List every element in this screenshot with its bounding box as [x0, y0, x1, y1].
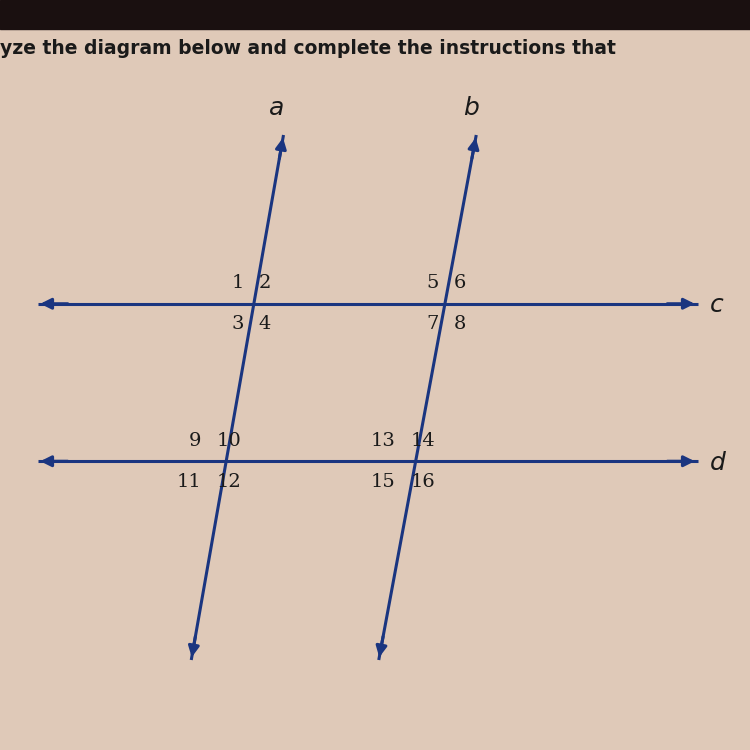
Text: 12: 12 — [217, 472, 242, 490]
Text: 1: 1 — [231, 274, 244, 292]
Text: 3: 3 — [231, 315, 244, 333]
Text: 13: 13 — [371, 432, 396, 450]
Text: 8: 8 — [454, 315, 466, 333]
Text: 7: 7 — [426, 315, 439, 333]
Bar — [0, 0, 750, 28]
Text: $d$: $d$ — [709, 452, 727, 475]
Text: 15: 15 — [371, 472, 396, 490]
Text: 4: 4 — [259, 315, 271, 333]
Text: $c$: $c$ — [709, 295, 724, 317]
Text: $a$: $a$ — [268, 98, 284, 120]
Text: 10: 10 — [217, 432, 242, 450]
Text: yze the diagram below and complete the instructions that: yze the diagram below and complete the i… — [0, 39, 616, 58]
Text: 2: 2 — [259, 274, 271, 292]
Text: 9: 9 — [189, 432, 202, 450]
Text: 6: 6 — [454, 274, 466, 292]
Text: $b$: $b$ — [463, 98, 479, 120]
Text: 11: 11 — [177, 472, 202, 490]
Text: 5: 5 — [426, 274, 439, 292]
Text: 16: 16 — [411, 472, 436, 490]
Text: 14: 14 — [411, 432, 436, 450]
